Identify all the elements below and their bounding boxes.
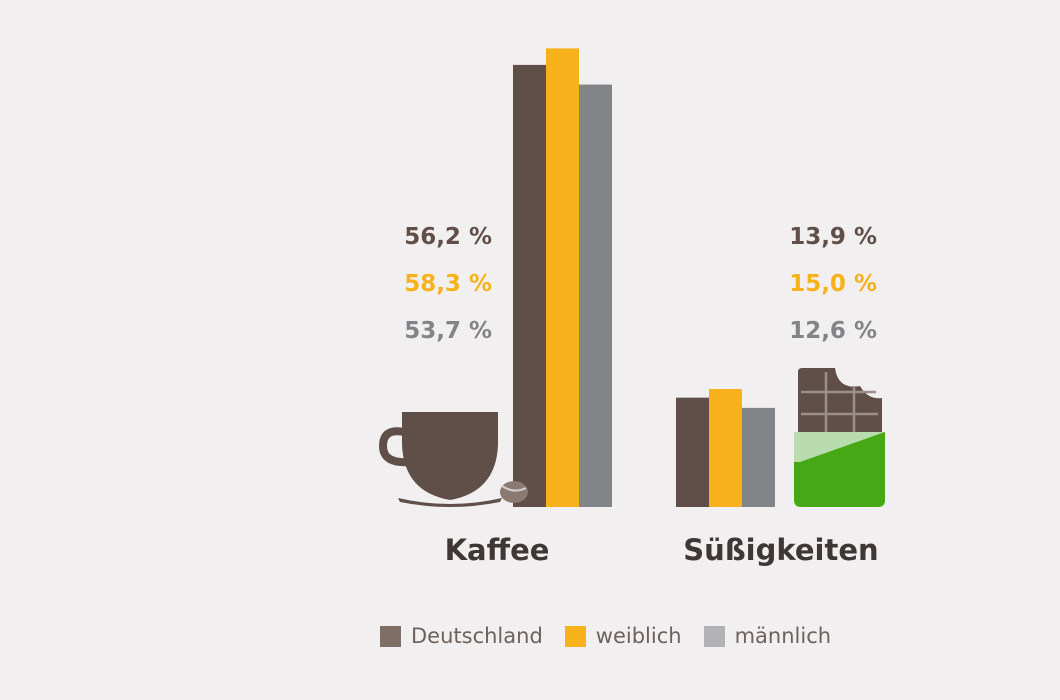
coffee-bean-icon <box>500 481 528 503</box>
legend: Deutschland weiblich männlich <box>380 624 853 648</box>
category-label-suessigkeiten: Süßigkeiten <box>683 533 878 567</box>
bar-kaffee-maennlich <box>579 84 612 507</box>
coffee-cup-icon <box>378 412 502 507</box>
bar-kaffee-weiblich <box>546 48 579 508</box>
legend-label-maennlich: männlich <box>734 624 832 648</box>
legend-swatch-maennlich <box>703 625 725 647</box>
chocolate-bar-icon <box>794 368 885 507</box>
bar-suessigkeiten-deutschland <box>676 397 709 507</box>
value-label-suessigkeiten-weiblich: 15,0 % <box>789 271 877 297</box>
legend-swatch-deutschland <box>380 625 401 647</box>
bar-suessigkeiten-weiblich <box>709 389 742 507</box>
bar-suessigkeiten-maennlich <box>742 407 775 507</box>
category-label-kaffee: Kaffee <box>445 533 550 567</box>
legend-label-deutschland: Deutschland <box>411 624 543 648</box>
value-label-kaffee-deutschland: 56,2 % <box>404 224 492 250</box>
value-label-kaffee-maennlich: 53,7 % <box>404 318 492 344</box>
legend-item-weiblich: weiblich <box>564 624 682 648</box>
value-label-suessigkeiten-maennlich: 12,6 % <box>789 318 877 344</box>
legend-item-maennlich: männlich <box>703 624 832 648</box>
value-label-suessigkeiten-deutschland: 13,9 % <box>789 224 877 250</box>
bar-kaffee-deutschland <box>513 64 546 507</box>
value-labels-group: 56,2 % 58,3 % 53,7 % 13,9 % 15,0 % 12,6 % <box>404 224 877 344</box>
bars-group <box>513 48 775 508</box>
legend-item-deutschland: Deutschland <box>380 624 543 648</box>
value-label-kaffee-weiblich: 58,3 % <box>404 271 492 297</box>
legend-label-weiblich: weiblich <box>595 624 682 648</box>
legend-swatch-weiblich <box>564 625 586 647</box>
